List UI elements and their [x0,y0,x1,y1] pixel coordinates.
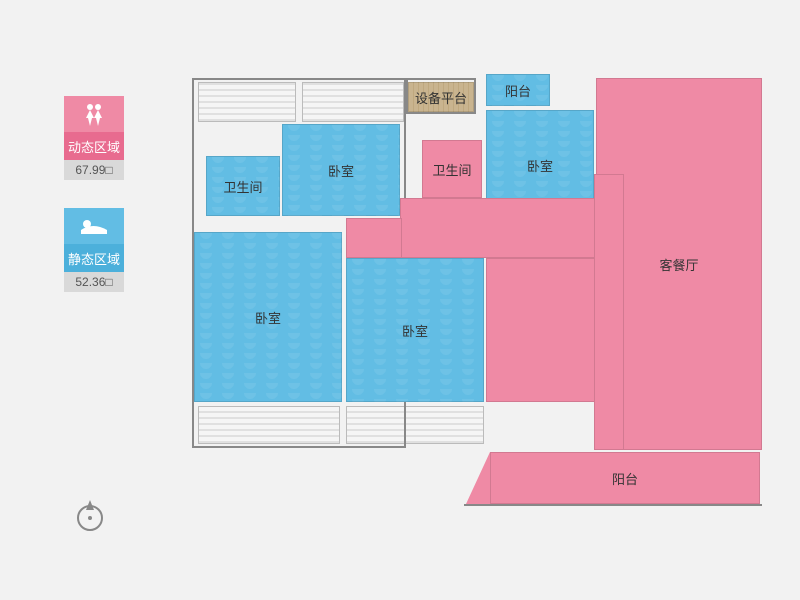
room-equipment: 设备平台 [408,82,474,112]
room-label: 设备平台 [415,88,467,107]
people-icon [64,96,124,132]
legend-panel: 动态区域 67.99□ 静态区域 52.36□ [64,96,124,320]
legend-static-label: 静态区域 [64,244,124,272]
legend-static: 静态区域 52.36□ [64,208,124,292]
room-balcony_top: 阳台 [486,74,550,106]
balcony-cut [466,452,490,504]
room-label: 卫生间 [223,177,262,196]
room-label: 卧室 [255,308,281,327]
room-label: 卫生间 [432,160,471,179]
legend-static-value: 52.36□ [64,272,124,292]
room-wc1: 卫生间 [206,156,280,216]
room-label: 阳台 [505,81,531,100]
floor-plan: 设备平台阳台厨房卫生间卧室卫生间卧室卧室卧室客餐厅阳台 [190,64,764,540]
sleep-icon [64,208,124,244]
room-bed3: 卧室 [194,232,342,402]
legend-dynamic-value: 67.99□ [64,160,124,180]
room-balcony_bot: 阳台 [490,452,760,504]
legend-dynamic: 动态区域 67.99□ [64,96,124,180]
room-label: 卧室 [328,161,354,180]
room-bed4: 卧室 [346,258,484,402]
legend-dynamic-label: 动态区域 [64,132,124,160]
room-corridor2 [346,218,402,258]
room-label: 阳台 [612,469,638,488]
room-label: 客餐厅 [659,255,698,274]
room-bed1: 卧室 [282,124,400,216]
room-living_ext [594,174,624,450]
room-label: 卧室 [527,156,553,175]
compass-icon [72,498,108,534]
room-label: 卧室 [402,321,428,340]
room-wc2: 卫生间 [422,140,482,198]
room-corridor3 [486,258,596,402]
room-corridor1 [400,198,596,258]
balcony-edge [464,504,762,506]
